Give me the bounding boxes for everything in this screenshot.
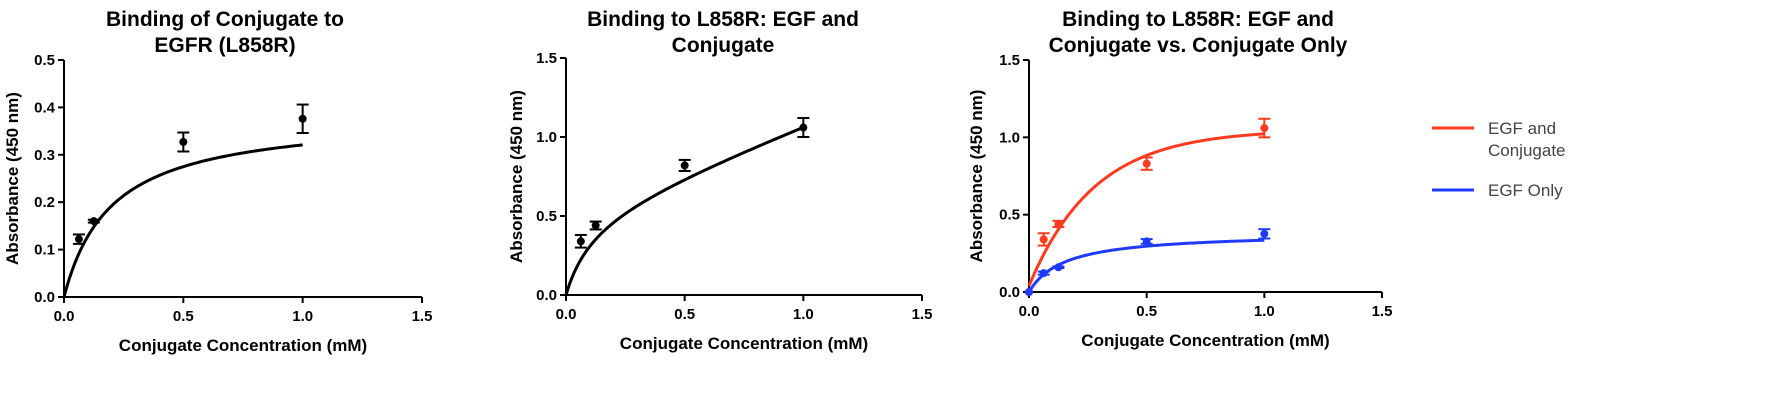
chart-panel-1: Binding of Conjugate to EGFR (L858R) 0.0 0.…	[3, 8, 432, 355]
y-tick-label: 1.0	[536, 129, 557, 146]
fit-curve	[1027, 238, 1265, 293]
legend-label: EGF and	[1488, 119, 1556, 138]
data-point	[1260, 229, 1269, 238]
data-point	[1142, 237, 1151, 246]
fit-curve	[564, 125, 804, 296]
series-1	[1025, 117, 1271, 296]
data-point	[680, 161, 689, 170]
data-point	[1142, 159, 1151, 168]
y-tick-label: 0.0	[536, 287, 557, 304]
legend: EGF and Conjugate EGF Only	[1432, 119, 1566, 200]
data-point	[1039, 235, 1048, 244]
data-point	[1054, 263, 1063, 272]
y-tick-label: 0.5	[34, 52, 55, 69]
data-point	[591, 221, 600, 230]
y-tick-label: 1.5	[999, 52, 1020, 69]
y-tick-label: 1.5	[536, 50, 557, 67]
y-tick-label: 0.5	[536, 208, 557, 225]
y-tick-label: 0.2	[34, 194, 55, 211]
data-point	[1039, 269, 1048, 278]
data-point	[799, 123, 808, 132]
y-tick-label: 1.0	[999, 129, 1020, 146]
x-tick-label: 1.5	[912, 306, 933, 323]
x-tick-label: 0.5	[173, 308, 194, 325]
y-tick-label: 0.1	[34, 242, 55, 259]
data-point	[74, 235, 83, 244]
x-axis-label: Conjugate Concentration (mM)	[119, 336, 367, 355]
data-point	[89, 217, 98, 226]
series-1	[564, 117, 810, 296]
y-tick-label: 0.0	[999, 284, 1020, 301]
x-tick-label: 0.0	[1019, 303, 1040, 320]
x-tick-label: 1.0	[793, 306, 814, 323]
y-tick-label: 0.4	[34, 99, 56, 116]
chart-title-line: Conjugate	[672, 34, 775, 57]
chart-panel-2: Binding to L858R: EGF and Conjugate 0.0 0.5…	[507, 8, 932, 353]
legend-label: EGF Only	[1488, 181, 1563, 200]
y-axis-label: Absorbance (450 nm)	[507, 90, 526, 263]
x-tick-label: 1.0	[292, 308, 313, 325]
chart-title-line: Binding to L858R: EGF and	[1062, 8, 1334, 31]
series-2	[1025, 228, 1271, 296]
x-axis-label: Conjugate Concentration (mM)	[620, 334, 868, 353]
x-tick-label: 0.0	[54, 308, 75, 325]
legend-label: Conjugate	[1488, 141, 1566, 160]
series-1	[62, 103, 309, 298]
y-tick-label: 0.5	[999, 207, 1020, 224]
data-point	[1054, 219, 1063, 228]
x-tick-label: 1.5	[412, 308, 433, 325]
x-tick-label: 1.0	[1254, 303, 1275, 320]
y-axis-label: Absorbance (450 nm)	[967, 90, 986, 263]
chart-title-line: EGFR (L858R)	[154, 34, 295, 57]
data-point	[576, 237, 585, 246]
fit-curve	[1027, 132, 1265, 287]
data-point	[298, 114, 307, 123]
chart-panel-3: Binding to L858R: EGF and Conjugate vs. C…	[967, 8, 1566, 350]
chart-title-line: Conjugate vs. Conjugate Only	[1049, 34, 1348, 57]
y-axis-label: Absorbance (450 nm)	[3, 92, 22, 265]
x-tick-label: 0.5	[1136, 303, 1157, 320]
x-tick-label: 1.5	[1372, 303, 1393, 320]
x-tick-label: 0.0	[556, 306, 577, 323]
chart-title-line: Binding of Conjugate to	[106, 8, 344, 31]
x-tick-label: 0.5	[674, 306, 695, 323]
chart-title-line: Binding to L858R: EGF and	[587, 8, 859, 31]
data-point	[1260, 124, 1269, 133]
data-point	[1025, 288, 1033, 296]
y-tick-label: 0.0	[34, 289, 55, 306]
x-axis-label: Conjugate Concentration (mM)	[1081, 331, 1329, 350]
data-point	[179, 138, 188, 147]
y-tick-label: 0.3	[34, 147, 55, 164]
fit-curve	[62, 143, 303, 298]
